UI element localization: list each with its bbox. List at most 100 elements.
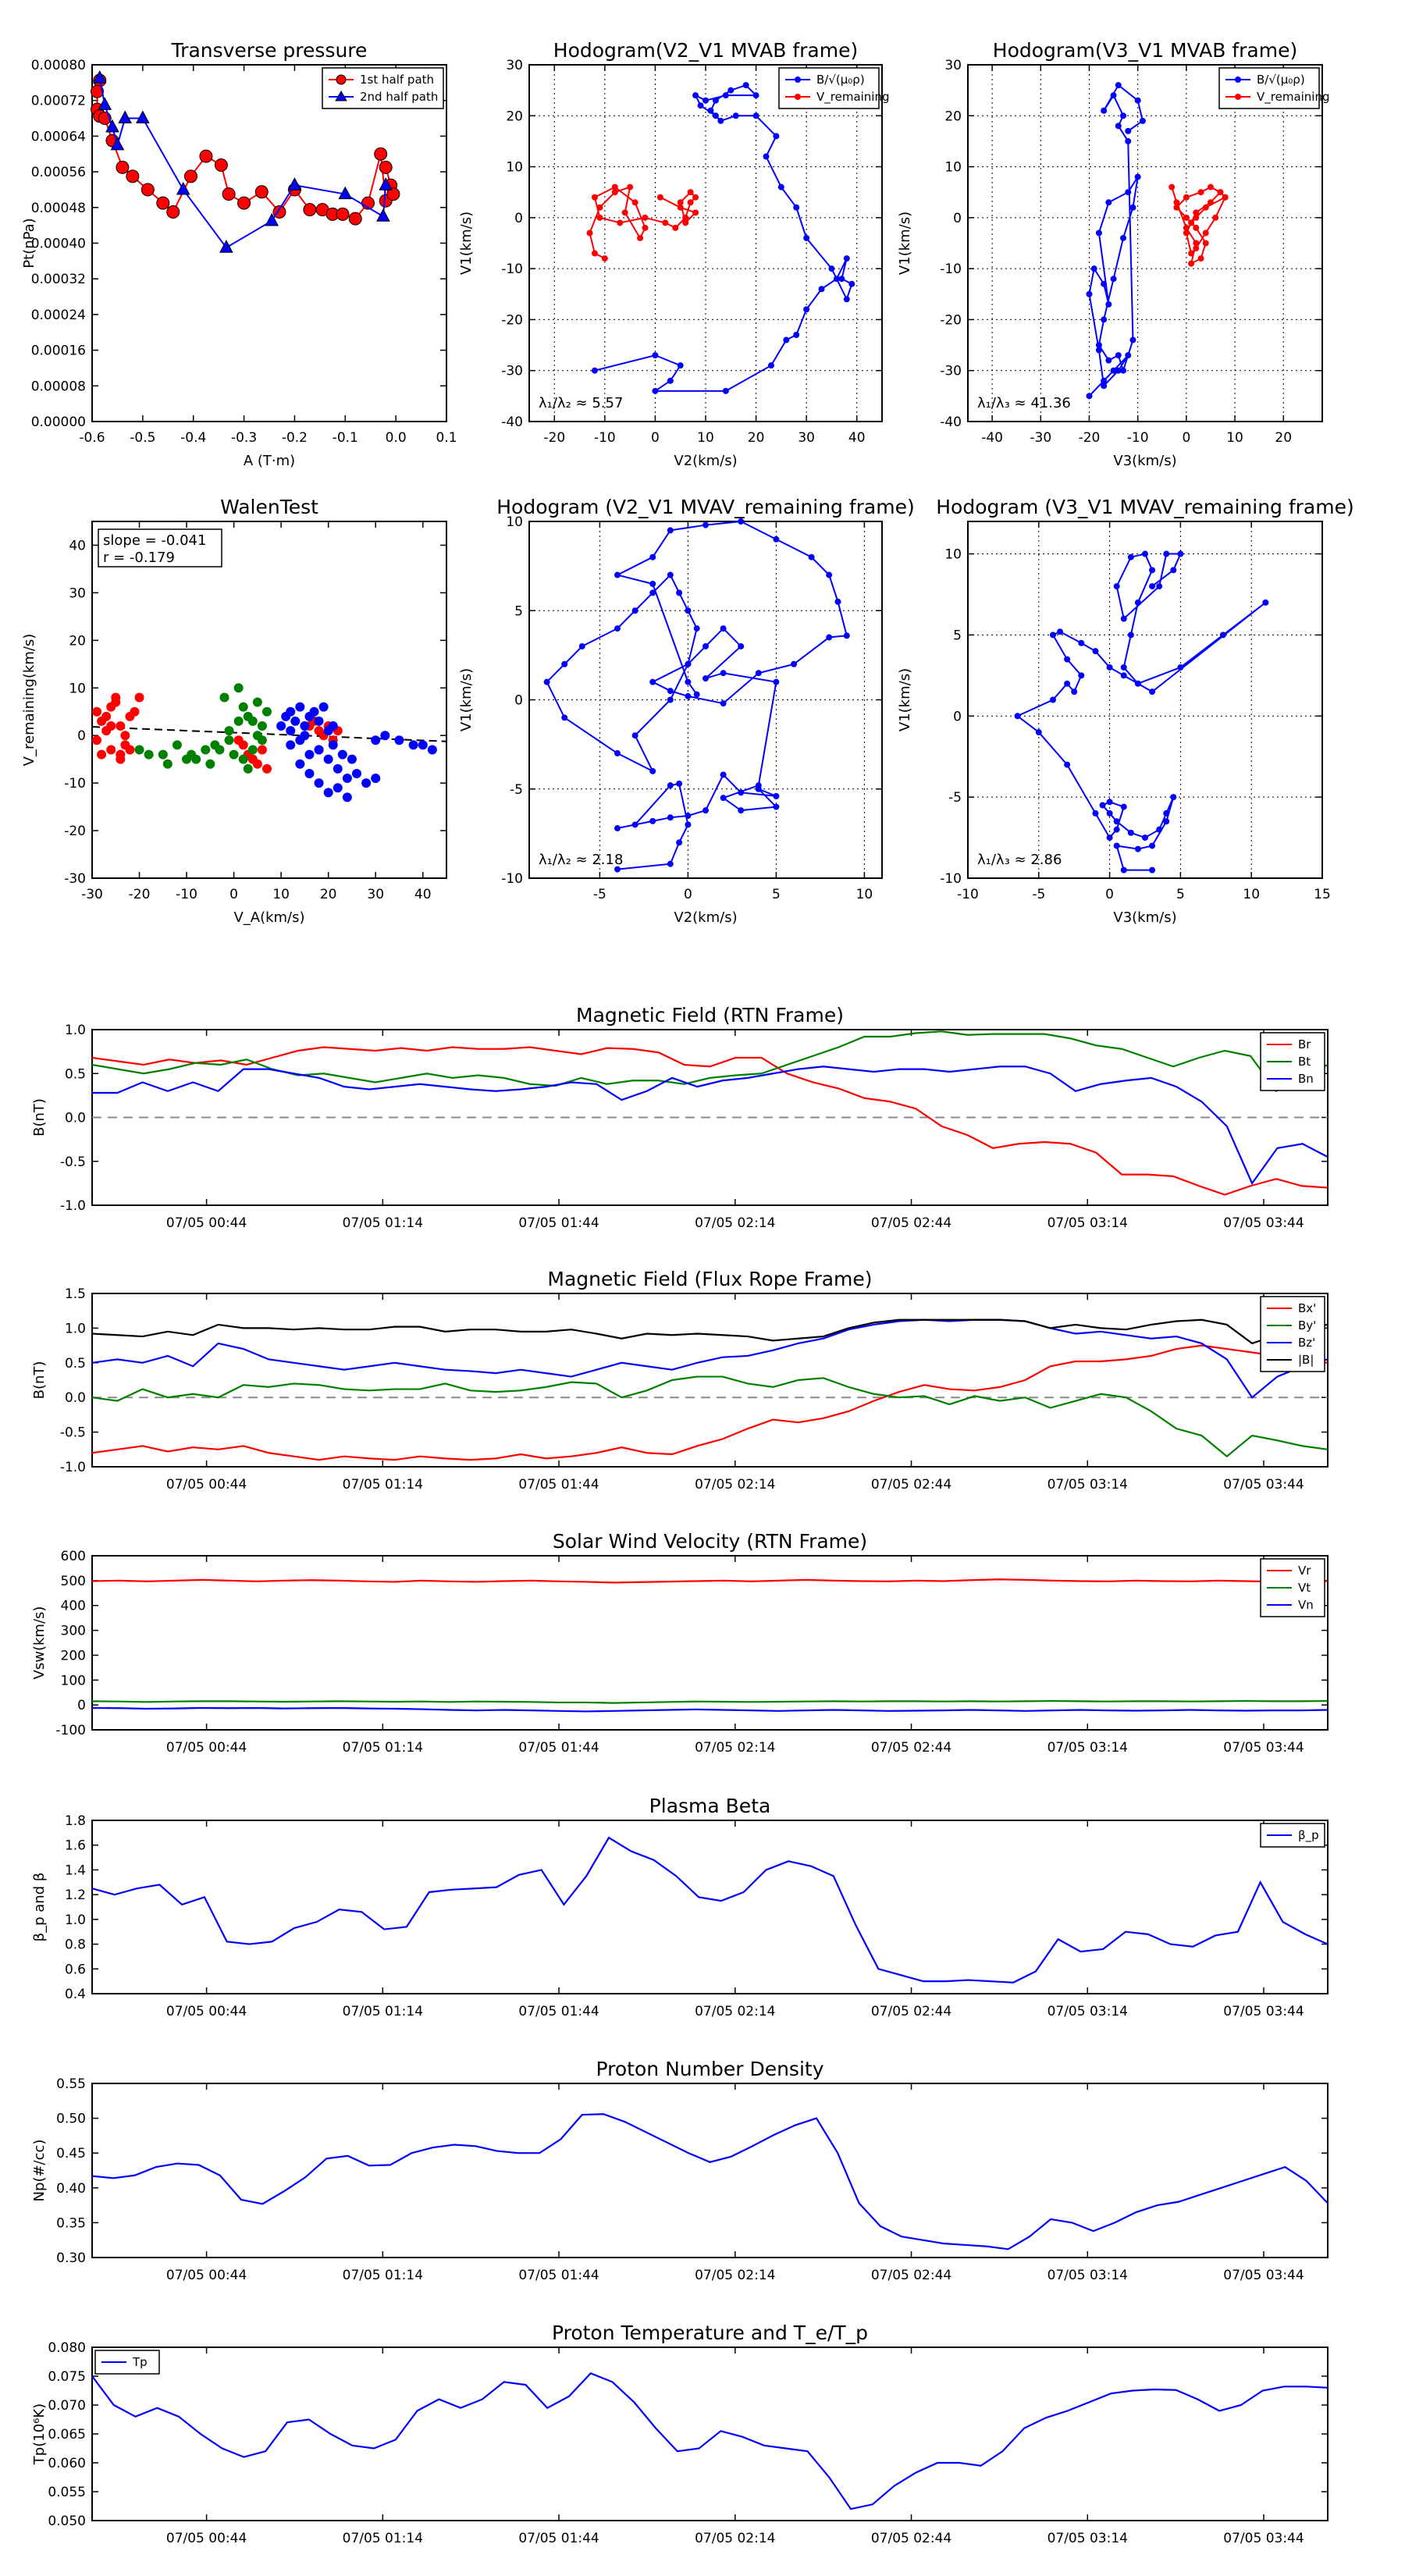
data-point <box>642 224 649 231</box>
x-tick-label: -10 <box>594 430 616 446</box>
data-point <box>732 112 739 119</box>
data-point <box>637 234 644 241</box>
legend-label: Vr <box>1298 1564 1311 1578</box>
data-point <box>1156 826 1163 833</box>
x-tick-label: -20 <box>543 430 565 446</box>
y-tick-label: 0.00072 <box>31 94 86 109</box>
data-point <box>702 807 709 814</box>
data-point <box>336 207 350 221</box>
y-tick-label: -20 <box>940 312 962 328</box>
data-point <box>136 110 150 124</box>
data-point <box>374 147 388 161</box>
y-tick-label: 1.4 <box>65 1863 86 1878</box>
data-point <box>1078 639 1085 646</box>
x-tick-label: 07/05 02:14 <box>695 2268 775 2283</box>
x-axis-label: V2(km/s) <box>674 909 737 926</box>
x-tick-label: 07/05 01:44 <box>518 1740 599 1756</box>
data-point <box>693 691 700 698</box>
data-point <box>90 84 104 98</box>
data-point <box>627 183 634 190</box>
data-point <box>596 214 603 221</box>
data-point <box>254 185 269 199</box>
data-point <box>767 362 774 369</box>
data-point <box>667 814 674 821</box>
x-tick-label: 0.0 <box>386 430 407 446</box>
data-point <box>738 642 745 649</box>
plot-area <box>967 521 1323 879</box>
scatter-point <box>323 788 333 798</box>
data-point <box>1142 550 1148 557</box>
x-tick-label: 07/05 01:44 <box>518 2268 599 2283</box>
y-tick-label: 5 <box>953 628 962 643</box>
x-tick-label: 5 <box>1176 887 1185 902</box>
data-point <box>1156 583 1163 590</box>
scatter-point <box>300 731 310 741</box>
x-tick-label: 07/05 00:44 <box>166 2531 247 2546</box>
x-tick-label: 15 <box>1314 887 1331 902</box>
data-point <box>1183 229 1190 237</box>
x-axis-label: V3(km/s) <box>1113 453 1176 469</box>
x-tick-label: 07/05 02:14 <box>695 1477 775 1493</box>
fit-line <box>91 726 447 742</box>
data-point <box>685 678 692 685</box>
data-point <box>685 607 692 614</box>
data-point <box>777 183 784 190</box>
x-tick-label: 0 <box>684 887 692 902</box>
chart-ts_beta: Plasma Beta 0.4 0.6 0.8 1.0 1.2 1.4 1.6 1.8 07/05… <box>31 1795 1329 2019</box>
legend-marker <box>1235 76 1241 83</box>
y-axis-label: Pt(nPa) <box>21 218 37 268</box>
data-point <box>667 377 674 384</box>
x-tick-label: 10 <box>697 430 714 446</box>
scatter-point <box>101 711 112 721</box>
data-point <box>118 110 132 124</box>
data-point <box>1064 680 1071 687</box>
y-axis-label: V1(km/s) <box>458 212 475 275</box>
data-point <box>1110 276 1117 283</box>
data-point <box>140 183 155 197</box>
y-axis-label: V1(km/s) <box>897 668 913 731</box>
y-tick-label: 0 <box>953 211 962 226</box>
series-Tp <box>91 2372 1329 2510</box>
data-point <box>652 352 659 359</box>
y-tick-label: -20 <box>501 312 523 328</box>
data-point <box>826 634 833 641</box>
data-point <box>752 112 759 119</box>
data-point <box>1113 826 1120 833</box>
data-point <box>755 670 762 677</box>
scatter-point <box>172 740 182 750</box>
y-tick-label: 0.065 <box>48 2427 86 2443</box>
r-label: r = -0.179 <box>103 550 175 566</box>
plot-area <box>967 64 1323 422</box>
data-point <box>1120 866 1127 873</box>
legend-label: 1st half path <box>360 73 434 87</box>
data-point <box>843 632 850 639</box>
data-point <box>1120 803 1127 810</box>
data-point <box>1170 794 1177 801</box>
legend-label: Vn <box>1298 1598 1314 1612</box>
data-point <box>1207 199 1214 206</box>
x-tick-label: 07/05 00:44 <box>166 2004 247 2019</box>
data-point <box>1173 199 1180 206</box>
x-tick-label: 10 <box>1226 430 1243 446</box>
y-axis-label: Tp(10⁶K) <box>31 2403 48 2465</box>
data-point <box>803 306 810 313</box>
data-point <box>642 214 649 221</box>
data-point <box>611 183 618 190</box>
y-tick-label: -0.5 <box>60 1425 86 1441</box>
scatter-point <box>276 721 286 731</box>
data-point <box>1149 567 1156 574</box>
data-point <box>649 589 656 596</box>
data-point <box>219 240 233 253</box>
data-point <box>834 598 841 605</box>
plot-area <box>91 1820 1329 1994</box>
scatter-point <box>295 759 305 769</box>
x-tick-label: 07/05 01:44 <box>518 1215 599 1231</box>
x-tick-label: 07/05 00:44 <box>166 1740 247 1756</box>
data-point <box>697 102 704 109</box>
scatter-point <box>323 754 333 764</box>
y-tick-label: -30 <box>501 364 523 379</box>
data-point <box>1014 713 1021 720</box>
data-point <box>1101 382 1108 390</box>
data-point <box>631 199 638 206</box>
data-point <box>1035 729 1042 736</box>
